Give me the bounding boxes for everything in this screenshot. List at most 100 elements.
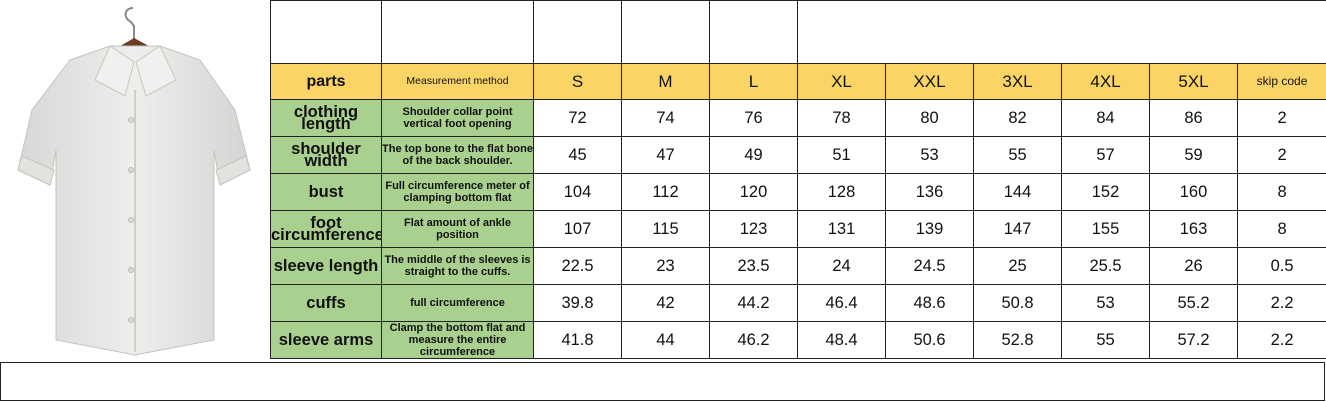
size-value: 57.2 [1149, 321, 1238, 359]
skip-value: 2.2 [1236, 321, 1326, 359]
skip-value: 8 [1236, 210, 1326, 248]
table-row: foot circumference Flat amount of ankle … [270, 210, 1326, 248]
size-value: 86 [1149, 99, 1238, 137]
size-value: 52.8 [973, 321, 1062, 359]
size-value: 23 [621, 247, 710, 285]
blank-cell [709, 0, 798, 64]
shirt-buttons [128, 117, 134, 323]
size-value: 48.4 [797, 321, 886, 359]
right-cuff [215, 155, 251, 186]
size-value: 26 [1149, 247, 1238, 285]
size-value: 42 [621, 284, 710, 322]
table-row: shoulder width The top bone to the flat … [270, 136, 1326, 174]
size-value: 155 [1061, 210, 1150, 248]
shirt-collar-left [94, 45, 135, 97]
size-value: 76 [709, 99, 798, 137]
size-value: 55 [1061, 321, 1150, 359]
skip-value: 2 [1236, 136, 1326, 174]
header-size-m: M [621, 63, 710, 100]
size-value: 48.6 [885, 284, 974, 322]
row-part-label: sleeve length [270, 247, 382, 285]
row-part-label: cuffs [270, 284, 382, 322]
hanger-hook [124, 7, 135, 40]
header-size-l: L [709, 63, 798, 100]
header-skip-code: skip code [1236, 63, 1326, 100]
size-value: 46.2 [709, 321, 798, 359]
blank-cell [381, 0, 534, 64]
size-value: 41.8 [533, 321, 622, 359]
skip-value: 2 [1236, 99, 1326, 137]
size-value: 49 [709, 136, 798, 174]
size-value: 107 [533, 210, 622, 248]
size-value: 59 [1149, 136, 1238, 174]
size-value: 55.2 [1149, 284, 1238, 322]
size-value: 50.8 [973, 284, 1062, 322]
size-value: 25.5 [1061, 247, 1150, 285]
blank-top-row [270, 0, 1326, 64]
size-value: 46.4 [797, 284, 886, 322]
row-method-label: Shoulder collar point vertical foot open… [381, 99, 534, 137]
blank-cell [621, 0, 710, 64]
skip-value: 8 [1236, 173, 1326, 211]
size-value: 115 [621, 210, 710, 248]
size-value: 53 [885, 136, 974, 174]
size-value: 139 [885, 210, 974, 248]
row-method-label: The middle of the sleeves is straight to… [381, 247, 534, 285]
size-value: 74 [621, 99, 710, 137]
size-value: 51 [797, 136, 886, 174]
header-size-5xl: 5XL [1149, 63, 1238, 100]
table-row: sleeve arms Clamp the bottom flat and me… [270, 321, 1326, 359]
row-part-label: clothing length [270, 99, 382, 137]
shirt-collar-right [135, 45, 177, 97]
header-size-s: S [533, 63, 622, 100]
size-value: 24 [797, 247, 886, 285]
product-image [0, 0, 270, 362]
row-method-label: full circumference [381, 284, 534, 322]
row-method-label: Flat amount of ankle position [381, 210, 534, 248]
table-row: sleeve length The middle of the sleeves … [270, 247, 1326, 285]
size-chart-table: parts Measurement method S M L XL XXL 3X… [270, 0, 1326, 359]
size-value: 160 [1149, 173, 1238, 211]
header-size-xxl: XXL [885, 63, 974, 100]
header-size-xl: XL [797, 63, 886, 100]
size-value: 24.5 [885, 247, 974, 285]
size-value: 112 [621, 173, 710, 211]
row-part-label: bust [270, 173, 382, 211]
size-value: 144 [973, 173, 1062, 211]
size-value: 23.5 [709, 247, 798, 285]
size-value: 136 [885, 173, 974, 211]
header-size-3xl: 3XL [973, 63, 1062, 100]
size-value: 25 [973, 247, 1062, 285]
bottom-blank-strip [0, 362, 1325, 401]
shirt-illustration [17, 7, 251, 356]
size-value: 120 [709, 173, 798, 211]
size-value: 55 [973, 136, 1062, 174]
size-value: 53 [1061, 284, 1150, 322]
row-method-label: Clamp the bottom flat and measure the en… [381, 321, 534, 359]
row-part-label: sleeve arms [270, 321, 382, 359]
size-value: 22.5 [533, 247, 622, 285]
size-value: 45 [533, 136, 622, 174]
header-parts: parts [270, 63, 382, 100]
blank-cell [270, 0, 382, 64]
size-value: 147 [973, 210, 1062, 248]
row-method-label: Full circumference meter of clamping bot… [381, 173, 534, 211]
blank-cell [533, 0, 622, 64]
skip-value: 2.2 [1236, 284, 1326, 322]
header-size-4xl: 4XL [1061, 63, 1150, 100]
table-row: bust Full circumference meter of clampin… [270, 173, 1326, 211]
row-part-label: shoulder width [270, 136, 382, 174]
header-row: parts Measurement method S M L XL XXL 3X… [270, 63, 1326, 100]
table-row: clothing length Shoulder collar point ve… [270, 99, 1326, 137]
skip-value: 0.5 [1236, 247, 1326, 285]
size-value: 104 [533, 173, 622, 211]
row-method-label: The top bone to the flat bone of the bac… [381, 136, 534, 174]
size-value: 39.8 [533, 284, 622, 322]
row-part-label: foot circumference [270, 210, 382, 248]
size-value: 163 [1149, 210, 1238, 248]
blank-merged-cell [796, 0, 1326, 64]
size-value: 152 [1061, 173, 1150, 211]
left-cuff [17, 155, 55, 186]
size-value: 123 [709, 210, 798, 248]
size-value: 82 [973, 99, 1062, 137]
